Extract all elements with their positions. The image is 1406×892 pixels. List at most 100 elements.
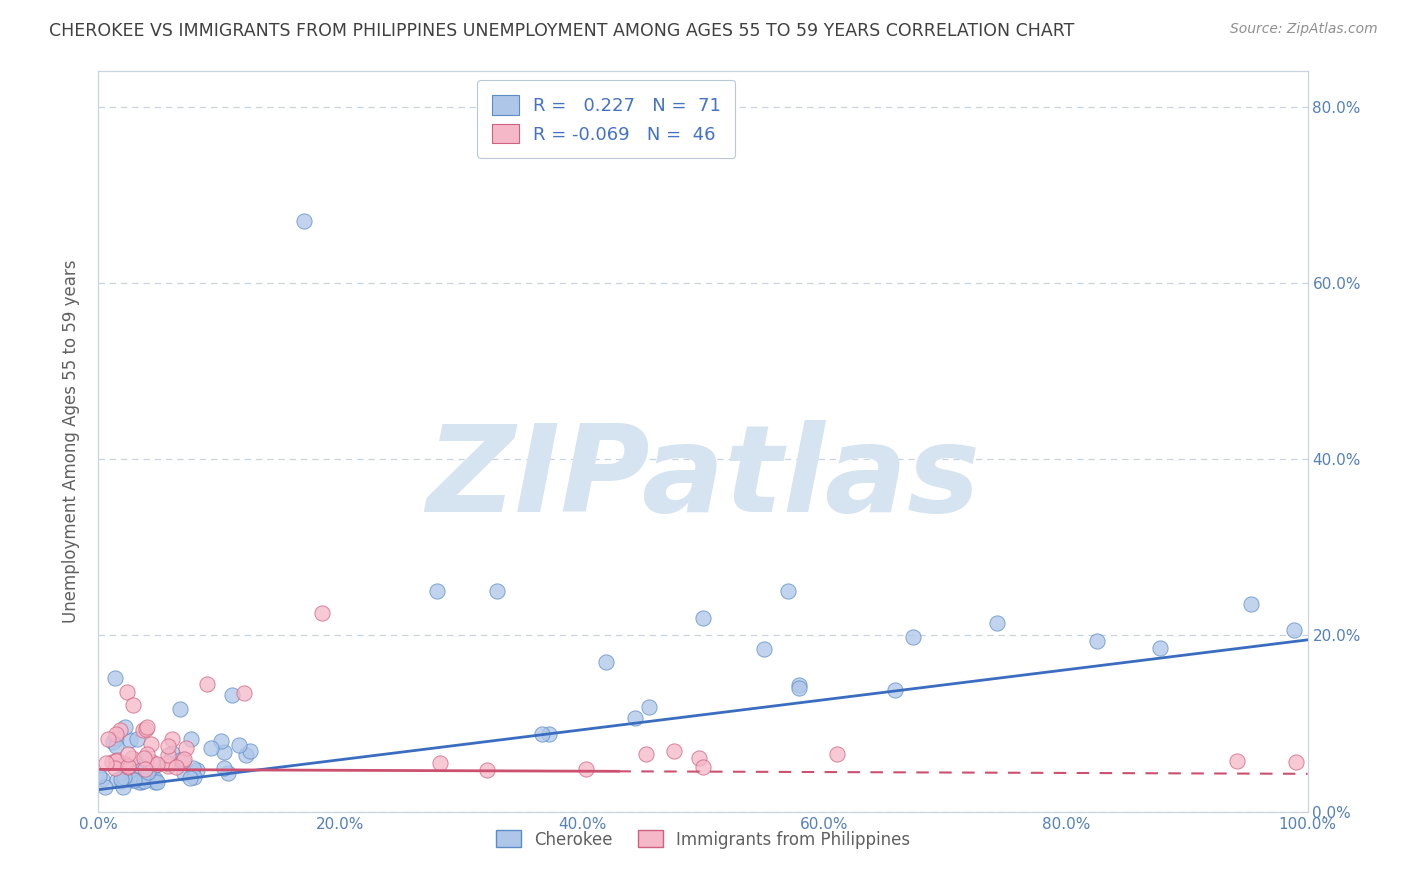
Point: [634, 747, 657, 762]
Point: [114, 720, 136, 734]
Point: [112, 770, 135, 784]
Point: [692, 611, 714, 625]
Point: [1285, 755, 1308, 769]
Point: [173, 752, 195, 766]
Point: [101, 755, 124, 769]
Point: [146, 775, 169, 789]
Point: [104, 739, 127, 754]
Point: [111, 757, 134, 772]
Point: [132, 774, 155, 789]
Point: [179, 771, 201, 785]
Point: [157, 739, 180, 753]
Point: [136, 747, 159, 762]
Point: [827, 747, 849, 762]
Point: [87, 769, 110, 783]
Point: [141, 755, 163, 769]
Point: [692, 760, 714, 774]
Point: [162, 746, 184, 760]
Point: [122, 698, 145, 713]
Text: Source: ZipAtlas.com: Source: ZipAtlas.com: [1230, 22, 1378, 37]
Point: [104, 761, 127, 775]
Point: [117, 758, 139, 772]
Point: [135, 722, 157, 736]
Point: [169, 702, 191, 716]
Point: [156, 756, 179, 770]
Point: [637, 700, 659, 714]
Point: [143, 774, 166, 789]
Point: [1226, 755, 1249, 769]
Point: [94, 756, 117, 771]
Point: [115, 685, 138, 699]
Point: [105, 754, 128, 768]
Point: [132, 723, 155, 738]
Point: [181, 761, 204, 775]
Point: [1085, 633, 1108, 648]
Point: [157, 759, 180, 773]
Point: [180, 731, 202, 746]
Point: [228, 738, 250, 752]
Point: [110, 772, 132, 786]
Point: [172, 754, 194, 768]
Legend: Cherokee, Immigrants from Philippines: Cherokee, Immigrants from Philippines: [489, 823, 917, 855]
Point: [120, 733, 142, 747]
Point: [131, 775, 153, 789]
Point: [143, 772, 166, 786]
Point: [624, 711, 647, 725]
Point: [127, 731, 149, 746]
Point: [111, 780, 134, 794]
Point: [110, 774, 132, 789]
Point: [91, 772, 114, 786]
Point: [117, 759, 139, 773]
Point: [114, 756, 136, 771]
Point: [136, 720, 159, 734]
Point: [105, 772, 128, 787]
Point: [530, 726, 553, 740]
Point: [108, 723, 131, 737]
Point: [173, 766, 195, 780]
Point: [101, 735, 124, 749]
Point: [217, 766, 239, 780]
Point: [121, 751, 143, 765]
Point: [105, 732, 128, 747]
Point: [117, 747, 139, 762]
Point: [165, 760, 187, 774]
Point: [292, 214, 315, 228]
Point: [122, 772, 145, 787]
Text: CHEROKEE VS IMMIGRANTS FROM PHILIPPINES UNEMPLOYMENT AMONG AGES 55 TO 59 YEARS C: CHEROKEE VS IMMIGRANTS FROM PHILIPPINES …: [49, 22, 1074, 40]
Point: [884, 683, 907, 698]
Point: [311, 607, 333, 621]
Point: [117, 760, 139, 774]
Point: [1282, 623, 1305, 637]
Point: [145, 758, 167, 772]
Point: [429, 756, 451, 771]
Point: [595, 655, 617, 669]
Point: [426, 584, 449, 599]
Point: [139, 737, 162, 751]
Point: [787, 678, 810, 692]
Point: [239, 744, 262, 758]
Point: [901, 630, 924, 644]
Point: [121, 768, 143, 782]
Point: [787, 681, 810, 695]
Point: [221, 688, 243, 702]
Point: [752, 642, 775, 657]
Point: [132, 751, 155, 765]
Point: [156, 748, 179, 763]
Point: [136, 764, 159, 779]
Point: [146, 757, 169, 772]
Y-axis label: Unemployment Among Ages 55 to 59 years: Unemployment Among Ages 55 to 59 years: [62, 260, 80, 624]
Point: [186, 763, 208, 777]
Point: [160, 732, 183, 747]
Point: [136, 764, 159, 779]
Point: [94, 780, 117, 794]
Point: [132, 758, 155, 772]
Point: [105, 753, 128, 767]
Point: [200, 740, 222, 755]
Text: ZIPatlas: ZIPatlas: [426, 420, 980, 537]
Point: [212, 745, 235, 759]
Point: [128, 759, 150, 773]
Point: [209, 734, 232, 748]
Point: [477, 763, 499, 777]
Point: [688, 751, 710, 765]
Point: [776, 584, 799, 599]
